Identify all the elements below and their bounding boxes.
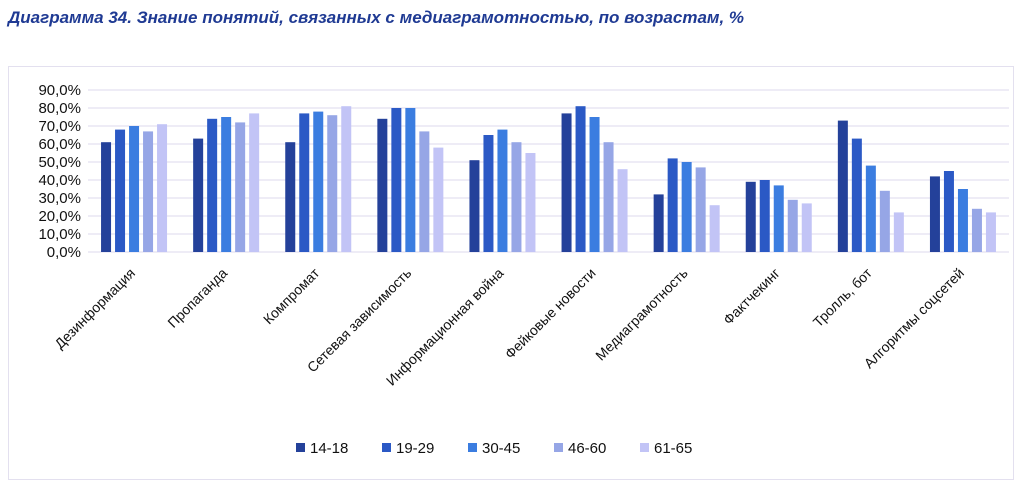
bar [285,142,296,252]
bar [433,147,444,252]
bar [313,111,324,252]
x-category-label: Алгоритмы соцсетей [861,265,968,372]
legend-label: 46-60 [568,440,606,457]
bar [525,153,536,252]
bar [405,108,416,252]
y-tick-label: 60,0% [38,136,81,153]
legend-swatch [468,443,477,452]
y-tick-label: 80,0% [38,100,81,117]
bar [773,185,784,252]
legend: 14-18 19-29 30-45 46-60 61-65 [296,440,692,457]
bar [695,167,706,252]
bar [235,122,246,253]
bar [589,117,600,252]
bar [879,190,890,252]
bar [469,160,480,252]
bar [101,142,112,252]
bar [483,135,494,252]
bar [511,142,522,252]
legend-swatch [640,443,649,452]
bar-chart: 0,0%10,0%20,0%30,0%40,0%50,0%60,0%70,0%8… [38,82,1009,457]
bar [709,205,720,252]
bar [653,194,664,252]
bar [327,115,338,252]
bar [575,106,586,252]
bar [759,180,770,252]
x-category-label: Дезинформация [51,265,138,352]
bar [667,158,678,252]
bar [787,199,798,252]
bar [745,181,756,252]
bar [391,108,402,252]
bar [377,118,388,252]
bar [865,165,876,252]
bar [957,189,968,252]
legend-label: 61-65 [654,440,692,457]
x-category-label: Тролль, бот [810,264,876,330]
bar [419,131,430,252]
y-tick-label: 70,0% [38,118,81,135]
y-tick-label: 20,0% [38,208,81,225]
legend-label: 19-29 [396,440,434,457]
y-tick-label: 90,0% [38,82,81,99]
chart-title: Диаграмма 34. Знание понятий, связанных … [8,8,745,27]
y-tick-label: 0,0% [47,244,81,261]
y-tick-label: 10,0% [38,226,81,243]
y-tick-label: 50,0% [38,154,81,171]
bar [837,120,848,252]
bar [893,212,904,252]
legend-swatch [382,443,391,452]
x-axis-categories: Дезинформация Пропаганда КомпроматСетевая … [51,264,967,388]
bar [221,117,232,252]
y-tick-label: 30,0% [38,190,81,207]
bar [929,176,940,252]
y-tick-label: 40,0% [38,172,81,189]
bar [497,129,508,252]
y-axis-ticks: 0,0%10,0%20,0%30,0%40,0%50,0%60,0%70,0%8… [38,82,81,261]
bar [603,142,614,252]
bar [129,126,140,252]
chart-area: 0,0% 10,0% 20,0% 30,0% 40,0% 50,0% 60,0% 70,0% 8… [8,66,1014,480]
bar [143,131,154,252]
legend-swatch [296,443,305,452]
bar [561,113,572,253]
x-category-label: Фактчекинг [720,265,783,328]
bars [101,106,996,253]
bar [341,106,352,252]
bar [971,208,982,252]
legend-label: 30-45 [482,440,520,457]
bar [617,169,628,252]
bar [985,212,996,252]
bar [681,162,692,252]
bar [851,138,862,252]
bar [801,203,812,252]
bar [249,113,260,253]
bar [157,124,168,252]
bar [207,118,218,252]
x-category-label: Сетевая зависимость [304,265,415,376]
legend-swatch [554,443,563,452]
legend-label: 14-18 [310,440,348,457]
bar [299,113,310,253]
bar [943,171,954,252]
bar [193,138,204,252]
x-category-label: Медиаграмотность [592,265,691,364]
x-category-label: Фейковые новости [502,265,599,362]
bar [115,129,126,252]
x-category-label: Компромат [260,264,323,327]
x-category-label: Пропаганда [164,265,230,331]
